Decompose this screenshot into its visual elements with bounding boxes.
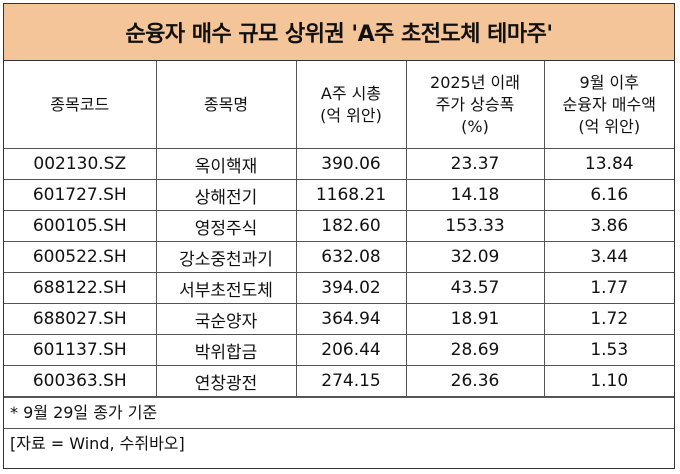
cell-market-cap: 182.60	[295, 210, 407, 242]
cell-stock-code: 688027.SH	[4, 303, 157, 335]
cell-stock-code: 600522.SH	[4, 241, 157, 273]
cell-net-margin-buy: 1.53	[543, 334, 674, 366]
cell-market-cap: 390.06	[295, 148, 407, 180]
cell-price-gain: 23.37	[405, 148, 545, 180]
cell-net-margin-buy: 1.77	[543, 272, 674, 304]
cell-stock-name: 영정주식	[155, 210, 297, 242]
header-stock-code: 종목코드	[4, 61, 157, 149]
cell-price-gain: 26.36	[405, 365, 545, 397]
table-row: 002130.SZ 옥이핵재 390.06 23.37 13.84	[4, 148, 674, 180]
stock-table: 종목코드 종목명 A주 시총 (억 위안) 2025년 이래 주가 상승폭 (%…	[4, 61, 674, 397]
cell-market-cap: 394.02	[295, 272, 407, 304]
header-net-margin-buy: 9월 이후 순융자 매수액 (억 위안)	[543, 61, 674, 149]
cell-stock-name: 옥이핵재	[155, 148, 297, 180]
table-row: 600363.SH 연창광전 274.15 26.36 1.10	[4, 365, 674, 397]
cell-price-gain: 43.57	[405, 272, 545, 304]
cell-net-margin-buy: 1.10	[543, 365, 674, 397]
cell-net-margin-buy: 3.44	[543, 241, 674, 273]
cell-net-margin-buy: 13.84	[543, 148, 674, 180]
cell-price-gain: 18.91	[405, 303, 545, 335]
table-row: 600522.SH 강소중천과기 632.08 32.09 3.44	[4, 241, 674, 273]
cell-stock-name: 강소중천과기	[155, 241, 297, 273]
table-row: 600105.SH 영정주식 182.60 153.33 3.86	[4, 210, 674, 242]
note-data-source: [자료 = Wind, 수쥐바오]	[10, 434, 185, 453]
table-title: 순융자 매수 규모 상위권 'A주 초전도체 테마주'	[4, 4, 674, 61]
table-notes: * 9월 29일 종가 기준 [자료 = Wind, 수쥐바오]	[4, 397, 674, 460]
cell-market-cap: 632.08	[295, 241, 407, 273]
header-price-gain: 2025년 이래 주가 상승폭 (%)	[405, 61, 545, 149]
cell-stock-code: 600363.SH	[4, 365, 157, 397]
cell-price-gain: 153.33	[405, 210, 545, 242]
table-row: 688122.SH 서부초전도체 394.02 43.57 1.77	[4, 272, 674, 304]
table-row: 601727.SH 상해전기 1168.21 14.18 6.16	[4, 179, 674, 211]
cell-market-cap: 274.15	[295, 365, 407, 397]
cell-price-gain: 28.69	[405, 334, 545, 366]
cell-net-margin-buy: 1.72	[543, 303, 674, 335]
header-row: 종목코드 종목명 A주 시총 (억 위안) 2025년 이래 주가 상승폭 (%…	[4, 61, 674, 149]
table-row: 688027.SH 국순양자 364.94 18.91 1.72	[4, 303, 674, 335]
header-stock-name: 종목명	[155, 61, 297, 149]
cell-stock-code: 600105.SH	[4, 210, 157, 242]
cell-net-margin-buy: 6.16	[543, 179, 674, 211]
cell-stock-name: 박위합금	[155, 334, 297, 366]
cell-market-cap: 206.44	[295, 334, 407, 366]
cell-stock-name: 서부초전도체	[155, 272, 297, 304]
header-market-cap: A주 시총 (억 위안)	[295, 61, 407, 149]
cell-stock-code: 601137.SH	[4, 334, 157, 366]
cell-net-margin-buy: 3.86	[543, 210, 674, 242]
cell-price-gain: 14.18	[405, 179, 545, 211]
cell-market-cap: 1168.21	[295, 179, 407, 211]
note-closing-price-basis: * 9월 29일 종가 기준	[4, 398, 674, 429]
cell-stock-code: 688122.SH	[4, 272, 157, 304]
table-row: 601137.SH 박위합금 206.44 28.69 1.53	[4, 334, 674, 366]
cell-market-cap: 364.94	[295, 303, 407, 335]
table-frame: 순융자 매수 규모 상위권 'A주 초전도체 테마주' 종목코드 종목명 A주 …	[3, 3, 675, 469]
cell-stock-name: 상해전기	[155, 179, 297, 211]
cell-stock-code: 601727.SH	[4, 179, 157, 211]
cell-stock-code: 002130.SZ	[4, 148, 157, 180]
cell-price-gain: 32.09	[405, 241, 545, 273]
cell-stock-name: 국순양자	[155, 303, 297, 335]
cell-stock-name: 연창광전	[155, 365, 297, 397]
